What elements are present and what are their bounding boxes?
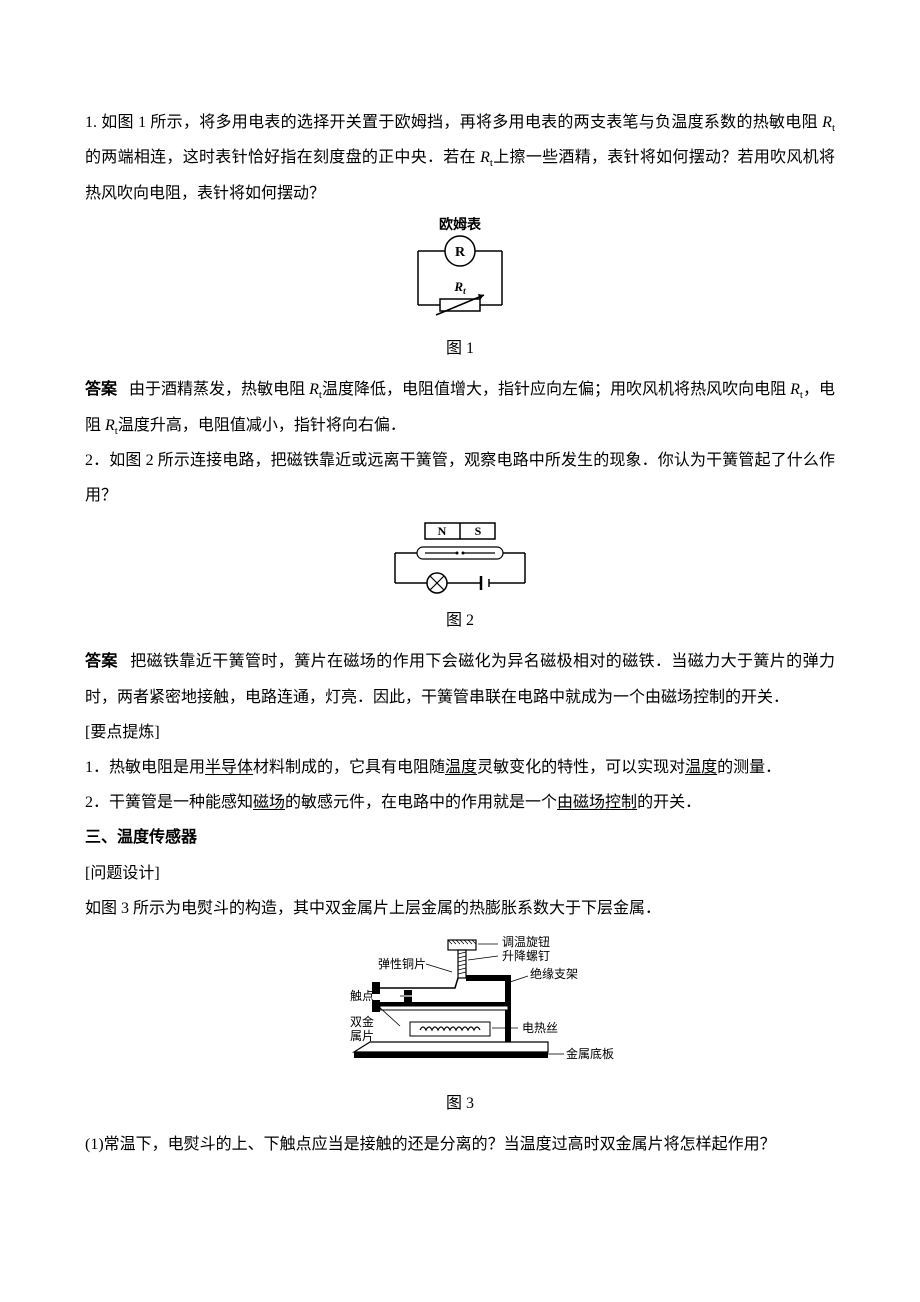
q2-text: 2．如图 2 所示连接电路，把磁铁靠近或远离干簧管，观察电路中所发生的现象．你认… (85, 443, 835, 513)
figure-2-caption: 图 2 (85, 603, 835, 638)
figure-1-caption: 图 1 (85, 331, 835, 366)
label-spring: 弹性铜片 (378, 956, 426, 971)
answer-label: 答案 (85, 381, 117, 398)
kp2-c: 的开关． (637, 794, 701, 811)
kp1-c: 灵敏变化的特性，可以实现对 (477, 759, 685, 776)
label-contact: 触点 (350, 989, 374, 1003)
key-points-header: [要点提炼] (85, 715, 835, 750)
var-R: R (822, 114, 832, 131)
answer-label-2: 答案 (85, 653, 118, 670)
figure-2: N S (85, 519, 835, 599)
circuit-diagram-1: 欧姆表 R Rt (380, 217, 540, 327)
section-3-subheader: [问题设计] (85, 856, 835, 891)
q1-text-a: 1. 如图 1 所示，将多用电表的选择开关置于欧姆挡，再将多用电表的两支表笔与负… (85, 114, 822, 131)
var-R-3: R (309, 381, 319, 398)
kp2-a: 2．干簧管是一种能感知 (85, 794, 253, 811)
q1-ans-a: 由于酒精蒸发，热敏电阻 (129, 381, 309, 398)
bimetal-upper-icon (380, 1002, 508, 1006)
kp1-b: 材料制成的，它具有电阻随 (253, 759, 445, 776)
kp1-d: 的测量． (717, 759, 781, 776)
kp1-u2: 温度 (445, 759, 477, 776)
var-R-5: R (105, 417, 115, 434)
meter-R-label: R (455, 245, 466, 260)
kp1-u3: 温度 (685, 759, 717, 776)
section-3-q1: (1)常温下，电熨斗的上、下触点应当是接触的还是分离的？当温度过高时双金属片将怎… (85, 1127, 835, 1162)
q2-ans-text: 把磁铁靠近干簧管时，簧片在磁场的作用下会磁化为异名磁极相对的磁铁．当磁力大于簧片… (85, 653, 835, 705)
q1-text-b: 的两端相连，这时表针恰好指在刻度盘的正中央．若在 (85, 149, 480, 166)
heater-coil-icon (420, 1027, 480, 1030)
iron-diagram: 弹性铜片 调温旋钮 升降螺钉 绝缘支架 触点 双金 属片 电热丝 金属底板 (300, 932, 620, 1082)
thermistor-label: Rt (453, 279, 466, 296)
label-knob: 调温旋钮 (502, 934, 550, 949)
kp1-a: 1．热敏电阻是用 (85, 759, 205, 776)
q1-answer: 答案由于酒精蒸发，热敏电阻 Rt温度降低，电阻值增大，指针应向左偏；用吹风机将热… (85, 372, 835, 443)
var-R-4: R (790, 381, 800, 398)
label-frame: 绝缘支架 (530, 966, 578, 981)
q1-ans-d: 温度升高，电阻值减小，指针将向右偏． (118, 417, 406, 434)
figure-3-caption: 图 3 (85, 1086, 835, 1121)
label-plate: 金属底板 (566, 1046, 614, 1061)
q1-ans-b: 温度降低，电阻值增大，指针应向左偏；用吹风机将热风吹向电阻 (322, 381, 790, 398)
q1-text: 1. 如图 1 所示，将多用电表的选择开关置于欧姆挡，再将多用电表的两支表笔与负… (85, 105, 835, 211)
bimetal-lower-icon (380, 1006, 508, 1010)
spring-strip-icon (380, 978, 458, 988)
circuit-diagram-2: N S (365, 519, 555, 599)
kp2-u2: 由磁场控制 (557, 794, 637, 811)
kp2-u1: 磁场 (253, 794, 285, 811)
key-point-1: 1．热敏电阻是用半导体材料制成的，它具有电阻随温度灵敏变化的特性，可以实现对温度… (85, 750, 835, 785)
key-point-2: 2．干簧管是一种能感知磁场的敏感元件，在电路中的作用就是一个由磁场控制的开关． (85, 785, 835, 820)
var-R-2: R (480, 149, 490, 166)
section-3-title-text: 三、温度传感器 (85, 829, 197, 846)
label-screw: 升降螺钉 (502, 949, 550, 963)
label-bimetal-2: 属片 (350, 1029, 374, 1043)
figure-3: 弹性铜片 调温旋钮 升降螺钉 绝缘支架 触点 双金 属片 电热丝 金属底板 (85, 932, 835, 1082)
document-page: 1. 如图 1 所示，将多用电表的选择开关置于欧姆挡，再将多用电表的两支表笔与负… (0, 0, 920, 1202)
magnet-N-label: N (438, 524, 447, 538)
kp1-u1: 半导体 (205, 759, 253, 776)
contact-lower-icon (404, 997, 412, 1002)
ohmmeter-label: 欧姆表 (439, 217, 482, 233)
label-bimetal-1: 双金 (350, 1014, 374, 1029)
section-3-title: 三、温度传感器 (85, 820, 835, 855)
section-3-intro: 如图 3 所示为电熨斗的构造，其中双金属片上层金属的热膨胀系数大于下层金属． (85, 891, 835, 926)
contact-upper-icon (404, 990, 412, 995)
magnet-S-label: S (475, 524, 482, 538)
label-heater: 电热丝 (522, 1021, 558, 1035)
var-R-sub: t (832, 122, 835, 134)
figure-1: 欧姆表 R Rt (85, 217, 835, 327)
kp2-b: 的敏感元件，在电路中的作用就是一个 (285, 794, 557, 811)
q2-answer: 答案把磁铁靠近干簧管时，簧片在磁场的作用下会磁化为异名磁极相对的磁铁．当磁力大于… (85, 644, 835, 714)
